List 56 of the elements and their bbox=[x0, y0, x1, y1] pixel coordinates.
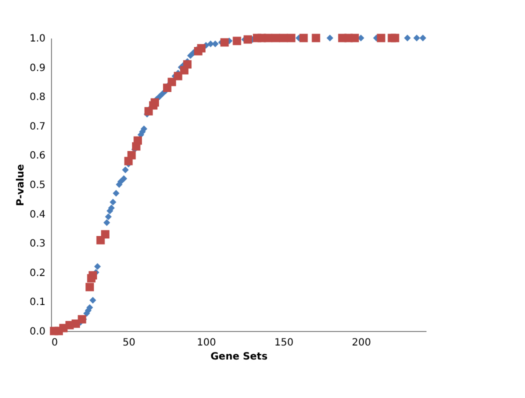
point bbox=[404, 34, 411, 42]
y-tick-label: 0.1 bbox=[30, 297, 46, 308]
point bbox=[312, 34, 320, 42]
point bbox=[197, 44, 206, 52]
point bbox=[101, 230, 110, 238]
point bbox=[103, 219, 110, 226]
point bbox=[112, 190, 120, 197]
point bbox=[299, 34, 308, 42]
point bbox=[134, 136, 142, 145]
point bbox=[326, 34, 334, 42]
point bbox=[174, 72, 182, 80]
y-tick-label: 0.6 bbox=[30, 150, 46, 162]
point bbox=[94, 263, 101, 270]
point bbox=[376, 34, 386, 42]
point bbox=[420, 34, 426, 42]
point bbox=[108, 204, 115, 212]
point bbox=[207, 40, 214, 48]
point bbox=[78, 315, 86, 324]
point bbox=[86, 282, 94, 292]
point bbox=[88, 271, 98, 280]
y-tick-label: 0.5 bbox=[30, 180, 46, 191]
point bbox=[232, 36, 242, 46]
point bbox=[183, 60, 192, 69]
point bbox=[150, 98, 160, 107]
point bbox=[390, 34, 400, 42]
point bbox=[120, 175, 128, 182]
y-axis-title: P-value bbox=[16, 164, 27, 206]
y-tick-label: 0.7 bbox=[30, 121, 46, 132]
y-tick-label: 0.4 bbox=[30, 209, 46, 220]
point bbox=[159, 90, 166, 98]
x-tick-label: 200 bbox=[352, 338, 371, 348]
point bbox=[104, 213, 112, 220]
point bbox=[168, 78, 176, 86]
point bbox=[287, 34, 296, 42]
x-tick-label: 100 bbox=[196, 338, 216, 348]
point bbox=[212, 40, 219, 48]
y-tick-label: 0.2 bbox=[30, 268, 46, 279]
y-tick-label: 1.0 bbox=[30, 34, 46, 44]
point bbox=[89, 296, 96, 304]
point bbox=[127, 151, 136, 160]
x-tick-label: 150 bbox=[274, 338, 294, 348]
point bbox=[220, 38, 229, 47]
y-tick-label: 0.3 bbox=[30, 238, 46, 250]
point bbox=[122, 166, 129, 174]
y-tick-label: 0.0 bbox=[30, 326, 46, 338]
y-tick-label: 0.9 bbox=[30, 62, 46, 74]
point bbox=[350, 34, 359, 42]
point bbox=[272, 34, 280, 42]
point bbox=[413, 34, 420, 42]
x-tick-label: 0 bbox=[52, 338, 58, 348]
point bbox=[244, 35, 252, 44]
x-tick-label: 50 bbox=[122, 338, 136, 348]
x-axis-title: Gene Sets bbox=[210, 352, 268, 362]
point bbox=[110, 198, 116, 206]
point bbox=[86, 304, 94, 311]
y-tick-label: 0.8 bbox=[30, 92, 46, 104]
